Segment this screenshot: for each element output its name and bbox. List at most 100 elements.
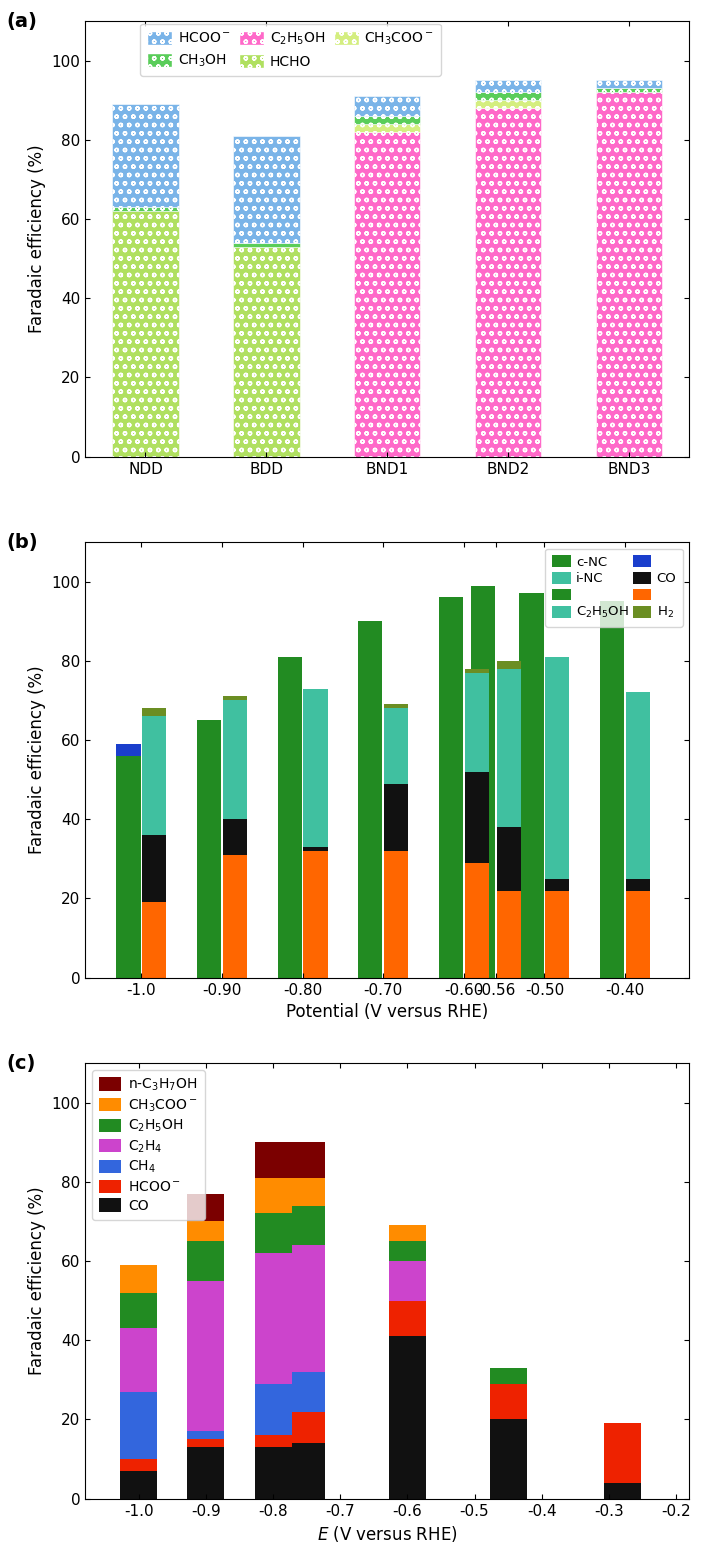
Legend: HCOO$^-$, CH$_3$OH, C$_2$H$_5$OH, HCHO, CH$_3$COO$^-$: HCOO$^-$, CH$_3$OH, C$_2$H$_5$OH, HCHO, … [140,23,441,76]
Bar [465,668,489,673]
Bar [439,597,463,978]
Bar [277,657,301,978]
Bar [116,745,140,756]
Bar [120,1293,157,1329]
Bar [497,661,521,668]
Bar [187,1281,225,1432]
Bar [545,879,569,891]
Bar [304,851,328,978]
Text: (a): (a) [6,12,37,31]
Bar [596,81,662,89]
Bar [112,104,179,207]
Bar [475,81,542,92]
Bar [187,1193,225,1221]
Bar [233,243,299,246]
Bar [354,115,421,125]
Bar [545,891,569,978]
Bar [354,97,421,115]
Bar [112,207,179,210]
Bar [354,132,421,456]
Bar [604,1424,641,1483]
Bar [255,1447,292,1499]
Bar [304,689,328,848]
Bar [255,1142,292,1178]
Bar [233,136,299,243]
Bar [116,756,140,978]
Bar [475,108,542,456]
Text: (b): (b) [6,533,38,552]
Bar [490,1368,527,1384]
Bar [490,1384,527,1419]
Bar [626,692,650,879]
Bar [475,100,542,108]
Bar [142,902,167,978]
Y-axis label: Faradaic efficiency (%): Faradaic efficiency (%) [28,665,46,854]
Bar [520,594,544,978]
Bar [288,1443,325,1499]
Bar [288,1142,325,1178]
Bar [142,709,167,717]
Bar [465,863,489,978]
Bar [465,673,489,771]
Bar [471,586,495,978]
Bar [197,720,221,978]
Bar [596,89,662,92]
Bar [384,704,408,709]
Bar [358,622,383,978]
Bar [112,210,179,456]
Bar [187,1242,225,1281]
Bar [233,246,299,456]
Bar [223,701,247,820]
Bar [626,879,650,891]
Bar [490,1419,527,1499]
Bar [288,1178,325,1206]
Bar [120,1460,157,1471]
Bar [626,891,650,978]
Bar [497,891,521,978]
Bar [223,855,247,978]
Bar [223,820,247,855]
Bar [465,771,489,863]
Bar [187,1447,225,1499]
Bar [604,1483,641,1499]
Bar [389,1337,426,1499]
Bar [187,1221,225,1242]
Bar [142,717,167,835]
Bar [255,1435,292,1447]
Bar [304,848,328,851]
Bar [288,1373,325,1412]
Bar [120,1471,157,1499]
Y-axis label: Faradaic efficiency (%): Faradaic efficiency (%) [28,145,46,333]
Bar [120,1265,157,1293]
Bar [389,1301,426,1337]
Bar [545,657,569,879]
Bar [389,1242,426,1260]
Bar [384,784,408,851]
Bar [120,1329,157,1391]
Bar [142,835,167,902]
Bar [384,709,408,784]
Bar [497,827,521,891]
Bar [187,1432,225,1440]
X-axis label: $E$ (V versus RHE): $E$ (V versus RHE) [317,1524,457,1544]
Bar [288,1412,325,1443]
Bar [255,1178,292,1214]
X-axis label: Potential (V versus RHE): Potential (V versus RHE) [286,1003,489,1020]
Bar [255,1253,292,1384]
Legend: c-NC, i-NC, , C$_2$H$_5$OH, , CO, , H$_2$: c-NC, i-NC, , C$_2$H$_5$OH, , CO, , H$_2… [546,548,683,626]
Bar [354,125,421,132]
Bar [288,1206,325,1245]
Bar [389,1225,426,1242]
Bar [389,1260,426,1301]
Bar [255,1384,292,1435]
Bar [120,1391,157,1460]
Bar [288,1245,325,1373]
Bar [384,851,408,978]
Bar [475,92,542,100]
Legend: n-C$_3$H$_7$OH, CH$_3$COO$^-$, C$_2$H$_5$OH, C$_2$H$_4$, CH$_4$, HCOO$^-$, CO: n-C$_3$H$_7$OH, CH$_3$COO$^-$, C$_2$H$_5… [92,1070,205,1220]
Bar [596,92,662,456]
Bar [600,601,624,978]
Text: (c): (c) [6,1055,36,1073]
Bar [255,1214,292,1253]
Bar [187,1440,225,1447]
